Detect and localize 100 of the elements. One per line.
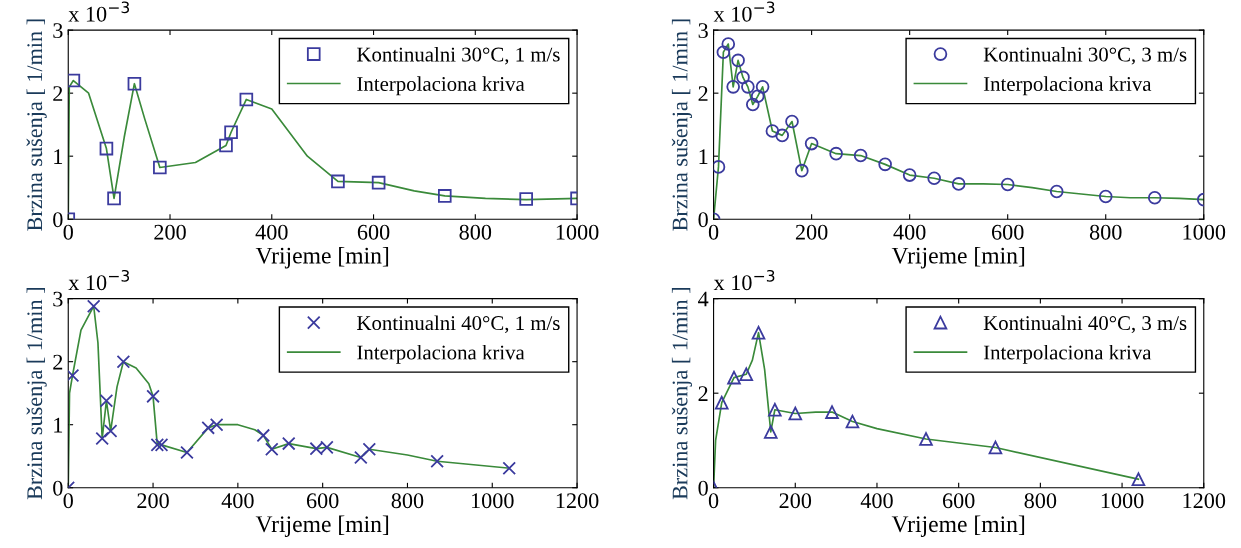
text: x 10$^{−3}$ — [68, 1, 130, 22]
point — [768, 402, 782, 417]
point — [107, 191, 121, 206]
point — [731, 53, 745, 68]
point — [736, 70, 750, 85]
point — [354, 450, 368, 465]
x-tick-label: 1200 — [556, 493, 599, 509]
point — [951, 177, 966, 191]
point — [902, 168, 917, 182]
x-tick-label: 400 — [893, 224, 926, 240]
y-tick-label: 4 — [698, 291, 709, 307]
y-tick-label: 0 — [698, 212, 708, 228]
point — [86, 299, 101, 314]
legend-label: Interpolaciona kriva — [983, 344, 1152, 364]
point — [1147, 190, 1162, 205]
point — [362, 442, 377, 457]
x-tick-label: 800 — [391, 493, 424, 509]
point — [180, 445, 194, 460]
legend-label: Interpolaciona kriva — [983, 76, 1152, 96]
point — [927, 171, 941, 186]
x-tick-label: 1000 — [1183, 224, 1226, 240]
point — [878, 157, 892, 172]
point — [804, 136, 819, 151]
point — [437, 189, 452, 203]
x-tick-label: 1000 — [472, 493, 514, 509]
point — [741, 80, 755, 94]
point — [1049, 184, 1064, 199]
x-axis-title: Vrijeme [min] — [255, 515, 389, 537]
x-tick-label: 800 — [1024, 493, 1057, 509]
x-tick-label: 200 — [154, 224, 186, 240]
point — [116, 354, 131, 369]
y-tick-label: 0 — [53, 212, 63, 228]
point — [845, 414, 860, 429]
y-axis-title: Brzina sušenja [ 1/min ] — [26, 19, 47, 231]
point — [103, 424, 118, 438]
point — [154, 438, 169, 452]
point — [829, 146, 843, 161]
point — [146, 389, 160, 404]
y-tick-label: 0 — [698, 480, 708, 496]
x-axis-title: Vrijeme [min] — [891, 246, 1025, 269]
point — [750, 89, 765, 104]
point — [224, 125, 238, 140]
point — [755, 80, 770, 94]
x-tick-label: 600 — [357, 224, 390, 240]
point — [127, 76, 142, 91]
text: x 10$^{−3}$ — [68, 269, 130, 291]
x-tick-label: 600 — [942, 493, 975, 509]
point — [739, 367, 754, 382]
point — [751, 325, 766, 340]
point — [502, 461, 517, 475]
point — [430, 454, 444, 469]
point — [209, 417, 224, 432]
point — [99, 141, 114, 156]
point — [371, 175, 386, 190]
x-tick-label: 400 — [221, 493, 254, 509]
point — [853, 148, 868, 163]
point — [726, 80, 740, 94]
text: x 10$^{−3}$ — [713, 1, 775, 22]
point — [219, 138, 233, 153]
x-tick-label: 800 — [459, 224, 492, 240]
legend-label: Interpolaciona kriva — [357, 344, 525, 364]
y-tick-label: 1 — [54, 417, 63, 433]
x-axis-title: Vrijeme [min] — [891, 515, 1025, 537]
text: x 10$^{−3}$ — [713, 269, 775, 291]
point — [716, 45, 731, 60]
point — [775, 128, 790, 143]
point — [99, 393, 114, 408]
x-tick-label: 600 — [306, 493, 339, 509]
point — [256, 428, 271, 443]
y-tick-label: 3 — [698, 23, 708, 39]
point — [825, 405, 839, 419]
point — [919, 432, 933, 446]
x-tick-label: 400 — [860, 493, 893, 509]
point — [68, 73, 81, 88]
point — [785, 114, 799, 129]
point — [763, 425, 778, 439]
point — [95, 431, 109, 446]
y-tick-label: 1 — [54, 149, 63, 164]
x-tick-label: 400 — [255, 224, 288, 240]
point — [264, 442, 279, 457]
legend-label: Kontinualni 40°C, 1 m/s — [357, 315, 560, 334]
x-tick-label: 1200 — [1183, 493, 1226, 509]
x-tick-label: 1000 — [556, 224, 599, 240]
point — [519, 192, 533, 206]
point — [745, 97, 760, 112]
point — [153, 160, 167, 175]
y-tick-label: 1 — [699, 149, 708, 164]
y-axis-title: Brzina sušenja [ 1/min ] — [26, 288, 47, 500]
legend-label: Interpolaciona kriva — [357, 76, 525, 96]
point — [1098, 189, 1113, 204]
x-axis-title: Vrijeme [min] — [255, 246, 389, 269]
point — [150, 438, 165, 452]
x-tick-label: 200 — [779, 493, 812, 509]
y-tick-label: 3 — [53, 291, 63, 307]
point — [988, 440, 1003, 455]
x-tick-label: 200 — [137, 493, 169, 509]
point — [727, 370, 741, 385]
point — [1131, 472, 1146, 487]
x-tick-label: 800 — [1089, 224, 1122, 240]
y-tick-label: 2 — [53, 86, 63, 101]
